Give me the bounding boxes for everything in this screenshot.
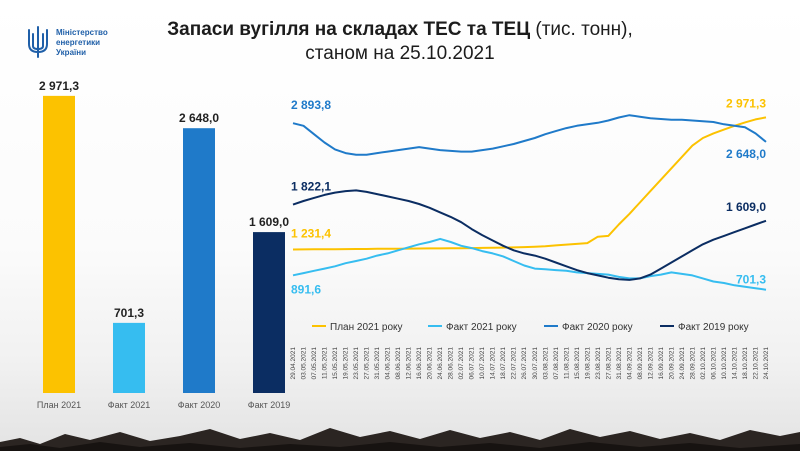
x-tick-label: 19.08.2021 — [584, 347, 591, 380]
x-tick-label: 26.07.2021 — [521, 347, 528, 380]
coal-pile-decoration — [0, 428, 800, 451]
bar-value-label-3: 2 648,0 — [179, 111, 219, 125]
x-tick-label: 24.10.2021 — [763, 347, 770, 380]
x-tick-label: 22.10.2021 — [753, 347, 760, 380]
trident-icon — [28, 26, 48, 58]
x-tick-label: 27.08.2021 — [605, 347, 612, 380]
x-tick-label: 15.08.2021 — [574, 347, 581, 380]
series-end-label-4: 1 609,0 — [726, 200, 766, 214]
page-title: Запаси вугілля на складах ТЕС та ТЕЦ (ти… — [150, 18, 650, 66]
series-line-2 — [292, 237, 767, 291]
x-tick-label: 07.05.2021 — [311, 347, 318, 380]
x-tick-label: 24.06.2021 — [437, 347, 444, 380]
x-tick-label: 28.09.2021 — [689, 347, 696, 380]
legend-label-1: План 2021 року — [330, 322, 403, 333]
series-line-1 — [292, 116, 767, 251]
legend-label-3: Факт 2020 року — [562, 322, 633, 333]
x-tick-label: 27.05.2021 — [364, 347, 371, 380]
x-tick-label: 15.05.2021 — [332, 347, 339, 380]
title-unit: (тис. тонн), — [535, 19, 633, 40]
bar-value-label-1: 2 971,3 — [39, 79, 79, 93]
x-tick-label: 31.05.2021 — [374, 347, 381, 380]
series-start-label-4: 1 822,1 — [291, 180, 331, 194]
x-tick-label: 11.08.2021 — [563, 347, 570, 379]
x-tick-label: 03.05.2021 — [301, 347, 308, 380]
x-tick-label: 29.04.2021 — [290, 347, 297, 380]
bar-4 — [253, 232, 285, 393]
x-tick-label: 06.10.2021 — [710, 347, 717, 380]
x-tick-label: 16.09.2021 — [658, 347, 665, 380]
series-end-label-1: 2 971,3 — [726, 96, 766, 110]
ministry-logo: Міністерство енергетики України — [26, 24, 146, 64]
bar-value-label-2: 701,3 — [114, 306, 144, 320]
legend-label-4: Факт 2019 року — [678, 322, 749, 333]
bar-category-label-4: Факт 2019 — [248, 400, 290, 410]
bar-category-label-2: Факт 2021 — [108, 400, 151, 410]
series-end-label-3: 2 648,0 — [726, 147, 766, 161]
x-tick-label: 22.07.2021 — [511, 347, 518, 380]
x-tick-label: 14.10.2021 — [732, 347, 739, 380]
x-tick-label: 04.09.2021 — [626, 347, 633, 380]
x-tick-label: 16.06.2021 — [416, 347, 423, 380]
series-end-label-2: 701,3 — [736, 273, 766, 287]
ministry-line-3: України — [56, 48, 87, 57]
bar-category-label-1: План 2021 — [37, 400, 81, 410]
x-tick-label: 30.07.2021 — [532, 347, 539, 380]
x-tick-label: 28.06.2021 — [448, 347, 455, 380]
x-tick-label: 19.05.2021 — [343, 347, 350, 380]
x-tick-label: 12.06.2021 — [406, 347, 413, 380]
x-tick-label: 31.08.2021 — [616, 347, 623, 380]
bar-chart: 2 971,3 План 2021 701,3 Факт 2021 2 648,0 Фак… — [37, 79, 290, 410]
x-tick-label: 12.09.2021 — [647, 347, 654, 380]
title-sub: станом на 25.10.2021 — [305, 43, 495, 64]
series-line-4 — [292, 189, 767, 281]
bar-value-label-4: 1 609,0 — [249, 215, 289, 229]
series-start-label-2: 891,6 — [291, 282, 321, 296]
bar-1 — [43, 95, 75, 394]
x-tick-label: 11.05.2021 — [322, 347, 329, 379]
series-line-3 — [292, 114, 767, 156]
x-tick-label: 08.09.2021 — [637, 347, 644, 380]
x-tick-label: 04.06.2021 — [385, 347, 392, 380]
x-tick-label: 20.09.2021 — [668, 347, 675, 380]
line-chart: 1 231,4 2 971,3 891,6 701,3 2 893,8 2 648,0 1 … — [290, 96, 770, 380]
x-tick-label: 18.07.2021 — [500, 347, 507, 380]
ministry-line-2: енергетики — [56, 38, 101, 47]
x-tick-label: 02.07.2021 — [458, 347, 465, 380]
bar-3 — [183, 128, 215, 393]
x-tick-label: 07.08.2021 — [553, 347, 560, 380]
x-tick-label: 23.05.2021 — [353, 347, 360, 380]
series-start-label-1: 1 231,4 — [291, 226, 331, 240]
ministry-line-1: Міністерство — [56, 28, 108, 37]
title-main: Запаси вугілля на складах ТЕС та ТЕЦ — [167, 19, 531, 40]
legend-label-2: Факт 2021 року — [446, 322, 517, 333]
x-tick-label: 24.09.2021 — [679, 347, 686, 380]
x-tick-label: 03.08.2021 — [542, 347, 549, 380]
x-tick-label: 06.07.2021 — [469, 347, 476, 380]
x-tick-label: 08.06.2021 — [395, 347, 402, 380]
ministry-name: Міністерство енергетики України — [56, 28, 146, 58]
bar-category-label-3: Факт 2020 — [178, 400, 221, 410]
bar-2 — [113, 322, 145, 393]
x-tick-label: 02.10.2021 — [700, 347, 707, 380]
x-tick-label: 10.07.2021 — [479, 347, 486, 380]
x-tick-label: 10.10.2021 — [721, 347, 728, 380]
x-tick-label: 18.10.2021 — [742, 347, 749, 380]
x-tick-label: 20.06.2021 — [427, 347, 434, 380]
x-tick-label: 23.08.2021 — [595, 347, 602, 380]
x-tick-label: 14.07.2021 — [490, 347, 497, 380]
series-start-label-3: 2 893,8 — [291, 98, 331, 112]
